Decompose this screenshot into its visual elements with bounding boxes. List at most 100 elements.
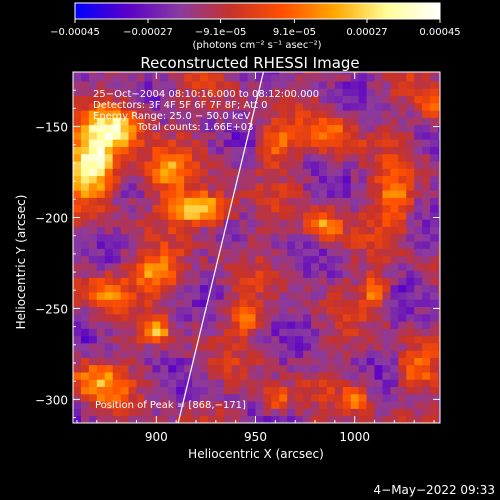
heatmap-cell <box>342 95 352 104</box>
colorbar-ticks: −0.00045 −0.00027 −9.1e−05 9.1e−05 0.00027 0.… <box>50 19 461 38</box>
heatmap-cell <box>96 219 106 227</box>
heatmap-cell <box>342 226 352 235</box>
heatmap-cell <box>231 175 241 184</box>
heatmap-cell <box>414 233 423 242</box>
heatmap-cell <box>215 321 225 329</box>
heatmap-cell <box>255 204 264 213</box>
heatmap-cell <box>390 190 399 198</box>
heatmap-cell <box>247 284 256 293</box>
heatmap-cell <box>311 212 320 220</box>
heatmap-cell <box>184 393 193 402</box>
heatmap-cell <box>96 110 106 118</box>
heatmap-cell <box>128 81 137 89</box>
heatmap-cell <box>247 212 256 220</box>
heatmap-cell <box>104 182 114 191</box>
heatmap-cell <box>255 241 264 249</box>
heatmap-cell <box>207 212 217 220</box>
heatmap-cell <box>88 132 98 140</box>
heatmap-cell <box>247 81 256 89</box>
heatmap-cell <box>366 95 375 104</box>
heatmap-cell <box>334 226 344 235</box>
heatmap-cell <box>334 190 344 198</box>
heatmap-cell <box>160 372 169 380</box>
heatmap-cell <box>160 233 169 242</box>
heatmap-cell <box>120 102 129 111</box>
heatmap-cell <box>414 132 423 140</box>
heatmap-cell <box>168 299 177 307</box>
heatmap-cell <box>279 88 288 97</box>
heatmap-cell <box>247 357 256 366</box>
heatmap-cell <box>176 401 185 409</box>
heatmap-cell <box>168 284 177 293</box>
heatmap-cell <box>318 313 328 322</box>
heatmap-cell <box>168 408 177 417</box>
heatmap-cell <box>382 386 391 395</box>
heatmap-cell <box>96 277 106 286</box>
heatmap-cell <box>239 386 248 395</box>
heatmap-cell <box>144 72 153 75</box>
heatmap-cell <box>192 248 201 257</box>
heatmap-cell <box>366 255 375 264</box>
heatmap-cell <box>438 292 440 300</box>
heatmap-cell <box>303 88 312 97</box>
heatmap-cell <box>247 146 256 155</box>
heatmap-cell <box>80 401 90 409</box>
heatmap-cell <box>358 350 367 358</box>
heatmap-cell <box>318 197 328 206</box>
heatmap-cell <box>350 117 360 126</box>
heatmap-cell <box>144 153 153 162</box>
heatmap-cell <box>168 350 177 358</box>
heatmap-cell <box>199 204 209 213</box>
heatmap-cell <box>112 328 122 337</box>
heatmap-cell <box>184 153 193 162</box>
heatmap-cell <box>136 364 145 373</box>
heatmap-cell <box>152 270 161 278</box>
heatmap-cell <box>152 219 161 227</box>
heatmap-cell <box>311 386 320 395</box>
heatmap-cell <box>406 401 415 409</box>
heatmap-cell <box>192 357 201 366</box>
heatmap-cell <box>382 379 391 388</box>
heatmap-cell <box>152 306 161 315</box>
heatmap-cell <box>160 292 169 300</box>
heatmap-cell <box>112 146 122 155</box>
heatmap-cell <box>112 277 122 286</box>
heatmap-cell <box>406 146 415 155</box>
heatmap-cell <box>295 212 304 220</box>
heatmap-cell <box>160 81 169 89</box>
heatmap-cell <box>184 132 193 140</box>
heatmap-cell <box>168 102 177 111</box>
heatmap-cell <box>136 408 145 417</box>
heatmap-cell <box>366 219 375 227</box>
heatmap-cell <box>350 146 360 155</box>
heatmap-cell <box>73 306 82 315</box>
heatmap-cell <box>271 364 280 373</box>
heatmap-cell <box>303 306 312 315</box>
heatmap-cell <box>255 357 264 366</box>
heatmap-cell <box>358 328 367 337</box>
heatmap-cell <box>271 248 280 257</box>
heatmap-cell <box>390 204 399 213</box>
heatmap-cell <box>168 117 177 126</box>
heatmap-cell <box>176 197 185 206</box>
heatmap-cell <box>255 270 264 278</box>
heatmap-cell <box>239 81 248 89</box>
heatmap-cell <box>199 95 209 104</box>
heatmap-cell <box>120 379 129 388</box>
heatmap-cell <box>263 153 272 162</box>
heatmap-cell <box>406 72 415 75</box>
heatmap-cell <box>326 139 336 147</box>
heatmap-cell <box>120 321 129 329</box>
heatmap-cell <box>168 197 177 206</box>
heatmap-cell <box>263 335 272 344</box>
heatmap-cell <box>287 270 296 278</box>
heatmap-cell <box>342 161 352 169</box>
heatmap-cell <box>136 190 145 198</box>
heatmap-cell <box>326 393 336 402</box>
heatmap-cell <box>136 313 145 322</box>
heatmap-cell <box>287 88 296 97</box>
heatmap-cell <box>334 262 344 271</box>
heatmap-cell <box>207 182 217 191</box>
heatmap-cell <box>152 357 161 366</box>
